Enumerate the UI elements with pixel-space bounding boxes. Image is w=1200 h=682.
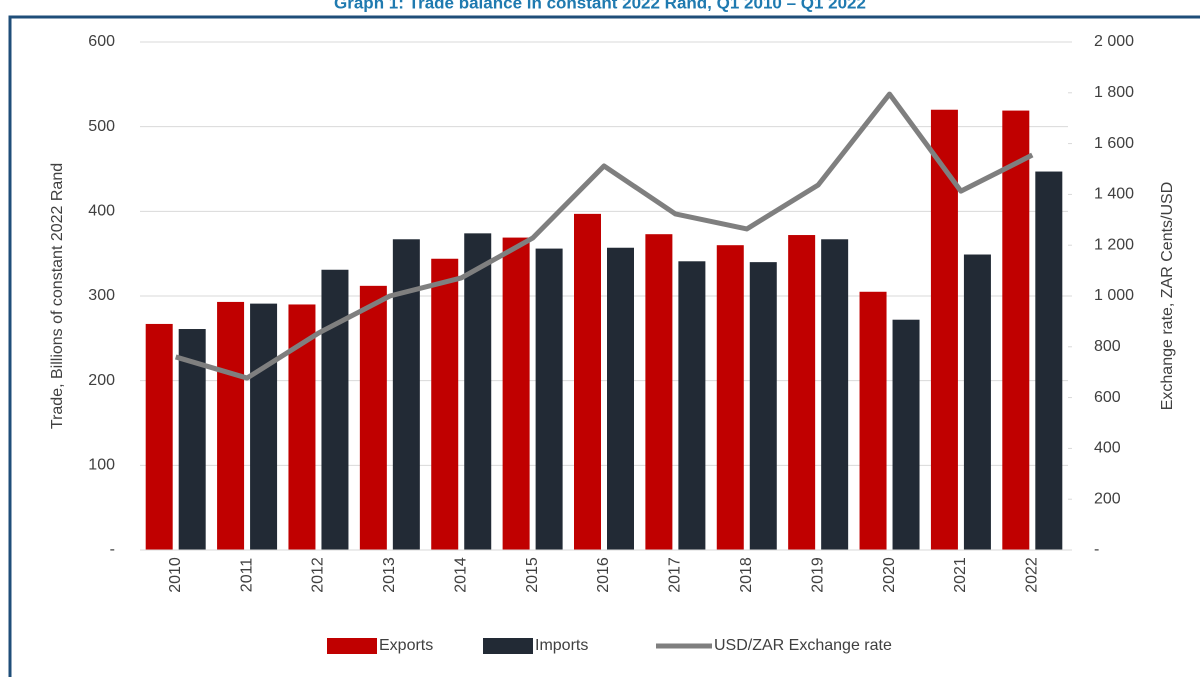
- bar: [321, 269, 349, 550]
- y-tick-label: -: [110, 541, 115, 558]
- x-tick-label: 2022: [1024, 557, 1041, 593]
- y2-tick-label: 1 600: [1094, 135, 1134, 152]
- bar: [930, 109, 958, 550]
- y2-tick-label: 1 200: [1094, 236, 1134, 253]
- y2-tick-label: 800: [1094, 338, 1121, 355]
- x-tick-label: 2017: [667, 557, 684, 593]
- bar: [716, 245, 744, 550]
- y-tick-label: 400: [88, 203, 115, 220]
- y-tick-label: 600: [88, 33, 115, 50]
- legend-swatch: [483, 638, 533, 654]
- y-tick-label: 200: [88, 372, 115, 389]
- x-tick-label: 2012: [310, 557, 327, 593]
- bar: [1002, 110, 1030, 550]
- x-tick-label: 2013: [381, 557, 398, 593]
- y-axis-label: Trade, Billions of constant 2022 Rand: [49, 163, 66, 429]
- y-tick-label: 100: [88, 457, 115, 474]
- legend-label: USD/ZAR Exchange rate: [714, 637, 892, 654]
- x-tick-label: 2019: [809, 557, 826, 593]
- x-tick-label: 2011: [238, 558, 255, 593]
- y2-tick-label: 200: [1094, 490, 1121, 507]
- bar: [431, 258, 459, 550]
- bar: [963, 254, 991, 550]
- bar: [359, 285, 387, 550]
- x-tick-label: 2021: [952, 557, 969, 593]
- bar: [574, 213, 601, 550]
- bar: [892, 319, 920, 550]
- bar: [749, 262, 777, 550]
- y2-tick-label: 400: [1094, 440, 1121, 457]
- bar: [607, 247, 634, 551]
- y2-tick-label: 2 000: [1094, 33, 1134, 50]
- bar: [645, 234, 673, 550]
- y2-tick-label: 600: [1094, 389, 1121, 406]
- y2-tick-label: 1 800: [1094, 84, 1134, 101]
- bar: [821, 239, 849, 551]
- frame: [8, 15, 1200, 682]
- bar: [678, 261, 706, 550]
- x-tick-label: 2016: [595, 557, 612, 593]
- bar: [788, 235, 816, 551]
- x-tick-label: 2010: [167, 557, 184, 593]
- legend-swatch: [327, 638, 377, 654]
- bar: [859, 291, 887, 550]
- bar: [535, 248, 563, 550]
- x-tick-label: 2018: [738, 557, 755, 593]
- y2-tick-label: -: [1094, 541, 1099, 558]
- x-tick-label: 2014: [452, 557, 469, 593]
- bar: [217, 301, 245, 550]
- y-tick-label: 500: [88, 118, 115, 135]
- bar: [250, 303, 278, 550]
- bar: [392, 239, 420, 551]
- y2-tick-label: 1 400: [1094, 186, 1134, 203]
- chart-title: Graph 1: Trade balance in constant 2022 …: [334, 0, 866, 12]
- legend-label: Imports: [535, 637, 588, 654]
- y2-tick-label: 1 000: [1094, 287, 1134, 304]
- bar: [145, 323, 173, 550]
- line: [174, 91, 1034, 381]
- bar: [464, 233, 492, 550]
- y2-axis-label: Exchange rate, ZAR Cents/USD: [1159, 182, 1176, 411]
- x-tick-label: 2015: [524, 557, 541, 593]
- bar: [502, 237, 530, 550]
- legend-label: Exports: [379, 637, 433, 654]
- y-tick-label: 300: [88, 287, 115, 304]
- x-tick-label: 2020: [881, 557, 898, 593]
- bar: [1035, 171, 1063, 551]
